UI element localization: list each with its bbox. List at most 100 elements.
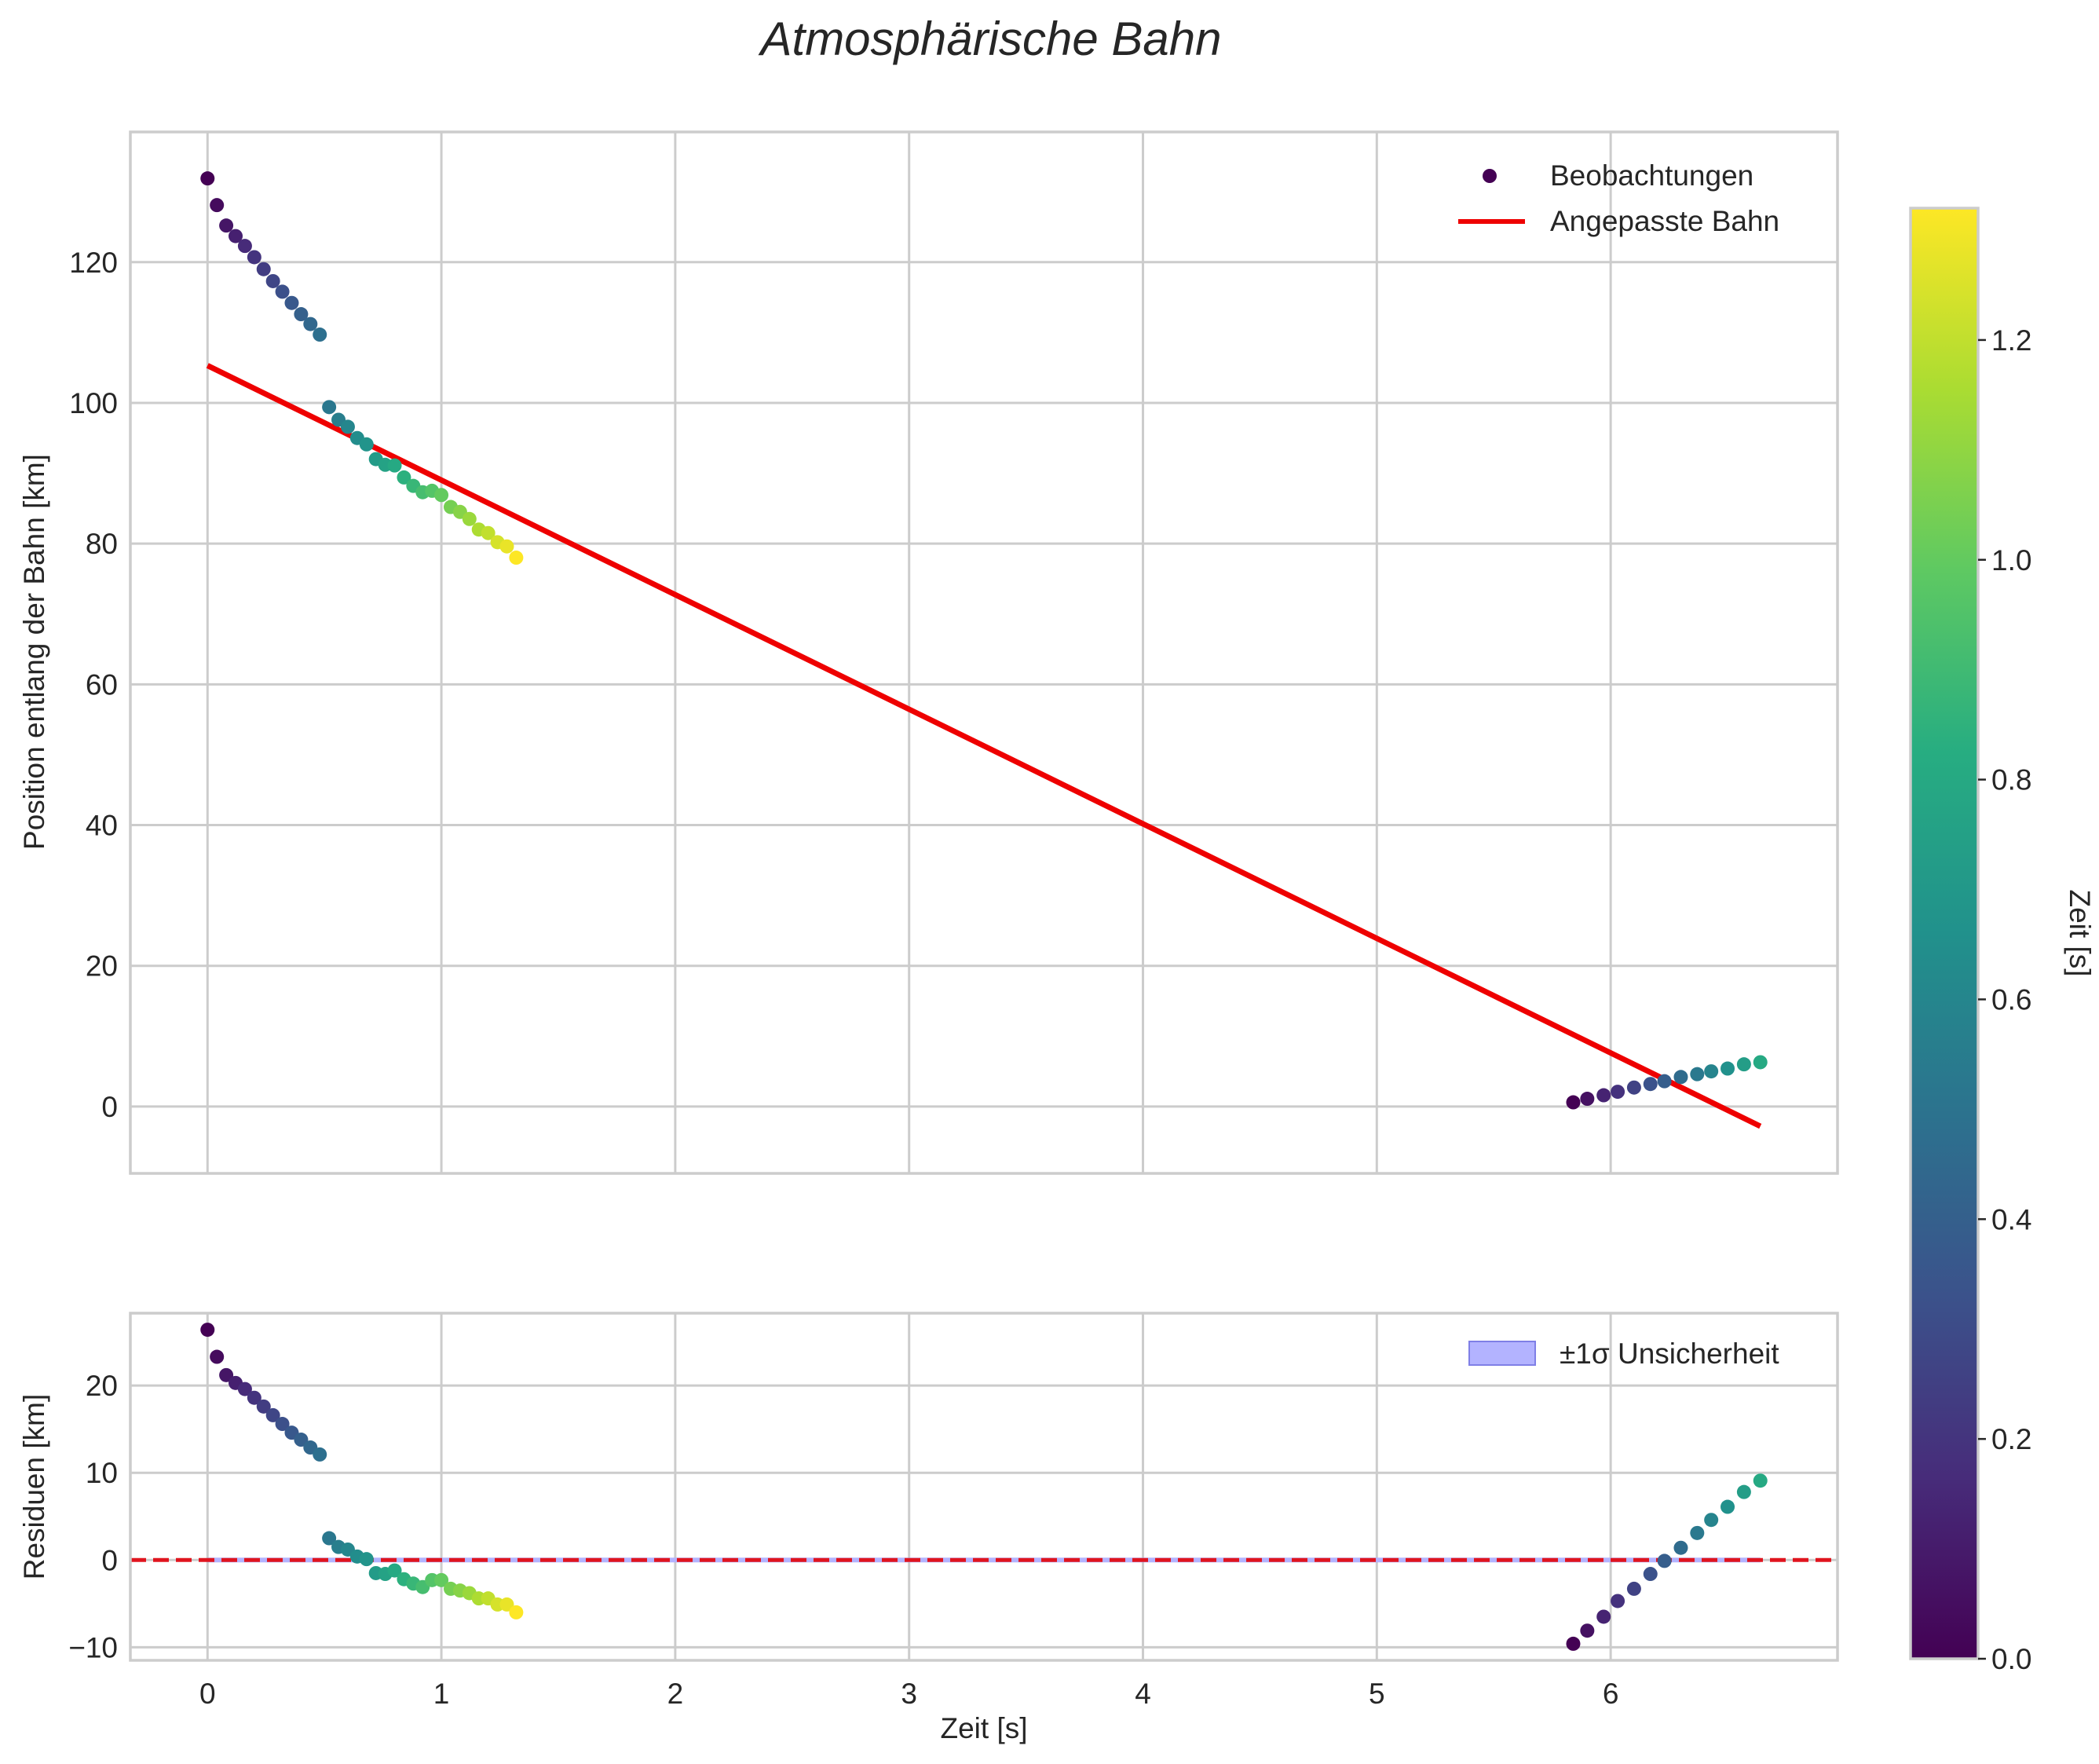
residual-point (359, 1552, 374, 1567)
observation-point (1611, 1085, 1625, 1100)
colorbar-frame (1909, 207, 1980, 1660)
legend-observations-marker (1483, 169, 1497, 183)
residual-point (509, 1605, 524, 1619)
observation-point (359, 437, 374, 452)
observation-point (1596, 1088, 1611, 1103)
residual-point (434, 1572, 449, 1587)
bottom-y-tick-label: 20 (86, 1370, 118, 1402)
residual-point (247, 1390, 261, 1405)
colorbar-tick-label: 0.4 (1991, 1203, 2031, 1235)
top-y-tick-label: 0 (101, 1091, 118, 1123)
residual-point (1673, 1540, 1688, 1555)
observation-point (397, 470, 411, 485)
observation-point (1690, 1067, 1705, 1081)
bottom-plot-marks (130, 1323, 1838, 1651)
observation-point (1580, 1092, 1595, 1107)
observation-point (313, 328, 327, 342)
colorbar-tick-label: 1.0 (1991, 544, 2031, 576)
top-y-tick-label: 60 (86, 668, 118, 701)
residual-point (1611, 1594, 1625, 1608)
observation-point (1753, 1055, 1768, 1070)
legend-uncertainty-label: ±1σ Unsicherheit (1560, 1338, 1779, 1370)
bottom-axes-frame (129, 1312, 1839, 1662)
x-tick-label: 5 (1369, 1678, 1385, 1710)
observation-point (210, 198, 225, 213)
observation-point (499, 539, 514, 554)
observation-point (1736, 1057, 1751, 1072)
observation-point (229, 229, 243, 243)
residual-point (210, 1349, 225, 1364)
top-y-axis-label: Position entlang der Bahn [km] (18, 454, 50, 850)
observation-point (275, 284, 290, 299)
residual-point (1736, 1484, 1751, 1499)
x-axis-label: Zeit [s] (940, 1712, 1027, 1744)
legend-uncertainty-swatch (1468, 1341, 1536, 1366)
observation-point (434, 488, 449, 503)
legend-observations-label: Beobachtungen (1550, 159, 1753, 192)
residual-point (294, 1433, 309, 1447)
residual-point (1753, 1473, 1768, 1488)
observation-point (1657, 1074, 1672, 1089)
residual-point (1596, 1609, 1611, 1624)
residual-point (1690, 1525, 1705, 1540)
observation-point (200, 171, 215, 186)
bottom-y-axis-label: Residuen [km] (18, 1394, 50, 1580)
observation-point (265, 273, 280, 288)
residual-point (275, 1417, 290, 1432)
colorbar-ticks: 0.0 0.2 0.4 0.6 0.8 1.0 1.2 (1978, 324, 2031, 1675)
top-grid (130, 132, 1838, 1173)
x-tick-label: 6 (1603, 1678, 1619, 1710)
top-plot-marks (200, 171, 1768, 1129)
colorbar-tick-label: 0.2 (1991, 1423, 2031, 1455)
x-tick-label: 1 (433, 1678, 450, 1710)
top-y-tick-label: 120 (69, 247, 118, 279)
residual-point (1566, 1636, 1581, 1651)
top-axes-frame (129, 130, 1839, 1175)
top-tick-labels: 0 20 40 60 80 100 120 (69, 247, 118, 1123)
residual-point (1626, 1581, 1641, 1596)
observation-point (387, 458, 402, 473)
bottom-legend: ±1σ Unsicherheit (1468, 1338, 1779, 1370)
observation-point (1643, 1077, 1658, 1092)
observation-point (237, 239, 252, 254)
residual-point (322, 1531, 337, 1546)
observation-point (1673, 1070, 1688, 1085)
residual-point (313, 1447, 327, 1462)
colorbar-tick-label: 0.8 (1991, 764, 2031, 796)
observation-point (219, 218, 234, 233)
x-tick-label: 3 (901, 1678, 917, 1710)
top-legend: Beobachtungen Angepasste Bahn (1458, 159, 1779, 237)
colorbar-tick-label: 1.2 (1991, 324, 2031, 357)
residual-point (265, 1407, 280, 1422)
observation-point (256, 262, 271, 276)
observation-point (340, 419, 355, 434)
top-y-tick-label: 100 (69, 387, 118, 419)
colorbar-tick-label: 0.0 (1991, 1643, 2031, 1675)
bottom-y-tick-label: −10 (68, 1631, 118, 1663)
residual-point (1657, 1554, 1672, 1568)
top-y-tick-label: 40 (86, 810, 118, 842)
observation-point (247, 250, 261, 265)
colorbar-tick-label: 0.6 (1991, 983, 2031, 1016)
observation-point (509, 551, 524, 565)
observation-point (1626, 1080, 1641, 1095)
observation-point (462, 511, 477, 526)
observation-point (1721, 1061, 1735, 1076)
fit-line (206, 363, 1762, 1129)
bottom-tick-labels: 0 1 2 3 4 5 6 −10 0 10 20 (68, 1370, 1618, 1710)
colorbar-gradient (1911, 208, 1978, 1659)
x-tick-label: 4 (1135, 1678, 1151, 1710)
bottom-y-tick-label: 0 (101, 1544, 118, 1576)
top-y-tick-label: 80 (86, 528, 118, 560)
residual-point (256, 1399, 271, 1414)
observation-point (481, 525, 495, 540)
observation-point (284, 295, 299, 310)
residual-point (1643, 1567, 1658, 1582)
residual-point (200, 1323, 215, 1338)
x-tick-label: 2 (667, 1678, 684, 1710)
residual-point (387, 1563, 402, 1578)
chart-title: Atmosphärische Bahn (759, 13, 1222, 65)
observation-point (303, 317, 318, 331)
residual-point (237, 1382, 252, 1396)
residual-point (1721, 1499, 1735, 1514)
